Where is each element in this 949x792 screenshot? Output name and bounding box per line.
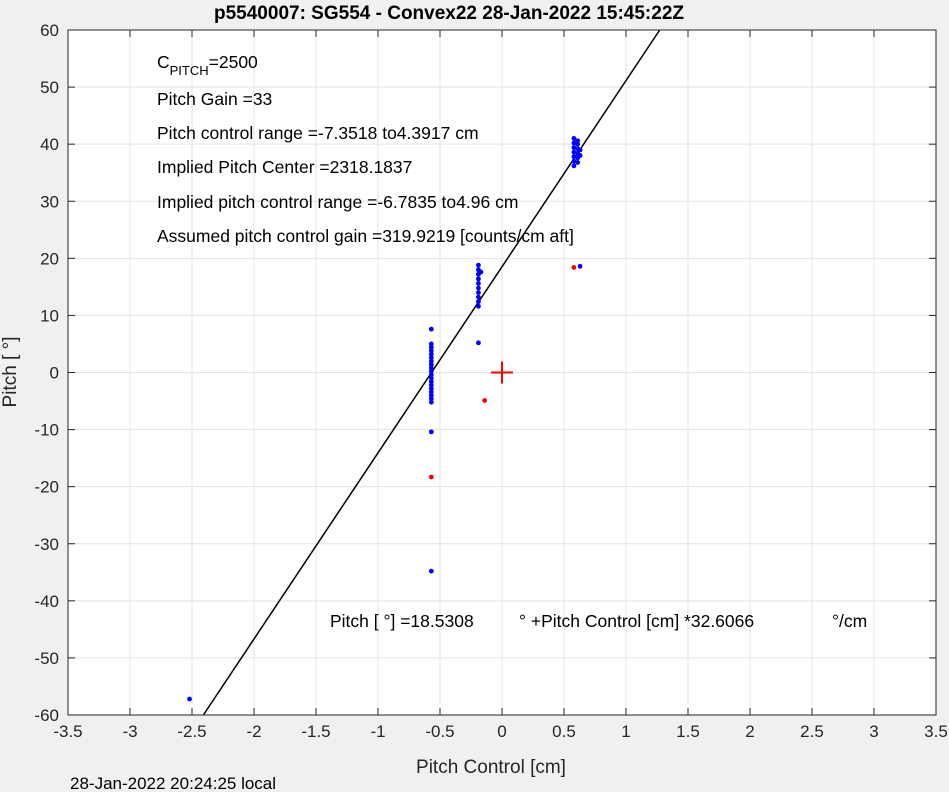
- data-point: [571, 145, 577, 150]
- data-point: [428, 348, 434, 354]
- equation-part-1: Pitch [ °] =18.5308: [330, 611, 474, 631]
- data-point: [571, 158, 577, 164]
- data-point: [428, 392, 434, 398]
- x-tick-label: 0.5: [552, 722, 576, 741]
- data-point: [428, 362, 434, 367]
- data-point: [476, 262, 481, 268]
- data-point: [575, 160, 581, 165]
- equation-part-3: °/cm: [832, 611, 867, 631]
- annotation-assumed-gain: Assumed pitch control gain =319.9219 [co…: [157, 226, 574, 246]
- y-tick-label: -30: [34, 535, 59, 554]
- data-point: [476, 285, 481, 291]
- data-point: [577, 263, 583, 269]
- x-tick-label: -1: [370, 722, 385, 741]
- data-point: [476, 299, 481, 305]
- data-point: [571, 163, 577, 169]
- chart-title: p5540007: SG554 - Convex22 28-Jan-2022 1…: [214, 3, 684, 24]
- annotation-pitch-control-range: Pitch control range =-7.3518 to4.3917 cm: [157, 123, 479, 143]
- x-axis-ticks: -3.5 -3 -2.5 -2 -1.5 -1 -0.5 0 0.5 1 1.5 2 2.5 3 3.5: [53, 30, 948, 741]
- x-tick-label: -0.5: [425, 722, 454, 741]
- data-point: [476, 290, 481, 295]
- data-point: [428, 568, 434, 574]
- annotation-pitch-gain: Pitch Gain =33: [157, 89, 272, 109]
- data-point: [428, 326, 434, 332]
- annotation-implied-pitch-center: Implied Pitch Center =2318.1837: [157, 157, 412, 177]
- cpitch-value: =2500: [209, 52, 258, 72]
- cpitch-base: C: [157, 52, 170, 72]
- data-point: [476, 294, 481, 300]
- x-tick-label: 2: [745, 722, 754, 741]
- data-point: [575, 141, 581, 147]
- y-tick-label: -40: [34, 592, 59, 611]
- y-tick-label: -60: [34, 706, 59, 725]
- x-tick-label: -1.5: [301, 722, 330, 741]
- x-axis-title: Pitch Control [cm]: [416, 757, 566, 778]
- center-marker-group: [491, 361, 513, 384]
- x-tick-label: -2.5: [177, 722, 206, 741]
- equation-part-2: ° +Pitch Control [cm] *32.6066: [519, 611, 754, 631]
- outlier-point: [482, 398, 488, 403]
- data-point: [428, 379, 434, 385]
- x-tick-label: 1.5: [676, 722, 700, 741]
- x-tick-label: 1: [621, 722, 630, 741]
- data-point: [428, 365, 434, 371]
- data-point: [428, 355, 434, 361]
- data-point: [571, 154, 577, 160]
- cpitch-annotation: CPITCH=2500: [157, 52, 258, 78]
- data-point: [428, 341, 434, 347]
- data-point: [476, 276, 481, 282]
- data-point: [428, 375, 434, 381]
- data-point: [575, 138, 581, 144]
- y-axis-title: Pitch [ °]: [0, 337, 21, 408]
- footer-timestamp: 28-Jan-2022 20:24:25 local: [70, 774, 276, 792]
- x-tick-label: -3.5: [53, 722, 82, 741]
- y-tick-label: 60: [40, 21, 59, 40]
- data-point: [571, 140, 577, 146]
- data-point: [577, 153, 583, 158]
- data-point: [476, 303, 481, 309]
- y-tick-label: 40: [40, 135, 59, 154]
- data-point: [428, 382, 434, 388]
- y-tick-label: 0: [50, 364, 59, 383]
- cpitch-subscript: PITCH: [170, 63, 209, 78]
- x-tick-label: 3.5: [924, 722, 948, 741]
- data-points: [187, 136, 583, 702]
- y-tick-label: 50: [40, 78, 59, 97]
- y-tick-label: -20: [34, 478, 59, 497]
- x-tick-label: 2.5: [800, 722, 824, 741]
- data-point: [428, 344, 434, 350]
- x-tick-label: -3: [122, 722, 137, 741]
- outlier-point: [571, 265, 577, 270]
- data-point: [571, 136, 577, 141]
- x-tick-label: -2: [246, 722, 261, 741]
- data-point: [428, 396, 434, 402]
- outlier-point: [428, 474, 434, 480]
- x-tick-label: 3: [869, 722, 878, 741]
- y-tick-label: -50: [34, 649, 59, 668]
- data-point: [428, 429, 434, 435]
- annotation-implied-range: Implied pitch control range =-6.7835 to4…: [157, 192, 518, 212]
- data-point: [428, 386, 434, 391]
- data-point: [187, 696, 192, 702]
- data-point: [476, 340, 481, 346]
- x-tick-label: 0: [497, 722, 506, 741]
- data-point: [478, 269, 484, 275]
- y-tick-label: 20: [40, 249, 59, 268]
- data-point: [428, 351, 434, 357]
- data-point: [577, 147, 583, 153]
- data-point: [476, 281, 481, 286]
- y-tick-label: -10: [34, 421, 59, 440]
- y-tick-label: 10: [40, 306, 59, 325]
- data-point: [571, 149, 577, 155]
- data-point: [428, 389, 434, 395]
- y-axis-ticks: -60 -50 -40 -30 -20 -10 0 10 20 30 40 50 60: [34, 21, 936, 725]
- y-tick-label: 30: [40, 192, 59, 211]
- data-point: [428, 399, 434, 405]
- data-point: [428, 358, 434, 364]
- data-point: [428, 372, 434, 378]
- data-point: [428, 368, 434, 374]
